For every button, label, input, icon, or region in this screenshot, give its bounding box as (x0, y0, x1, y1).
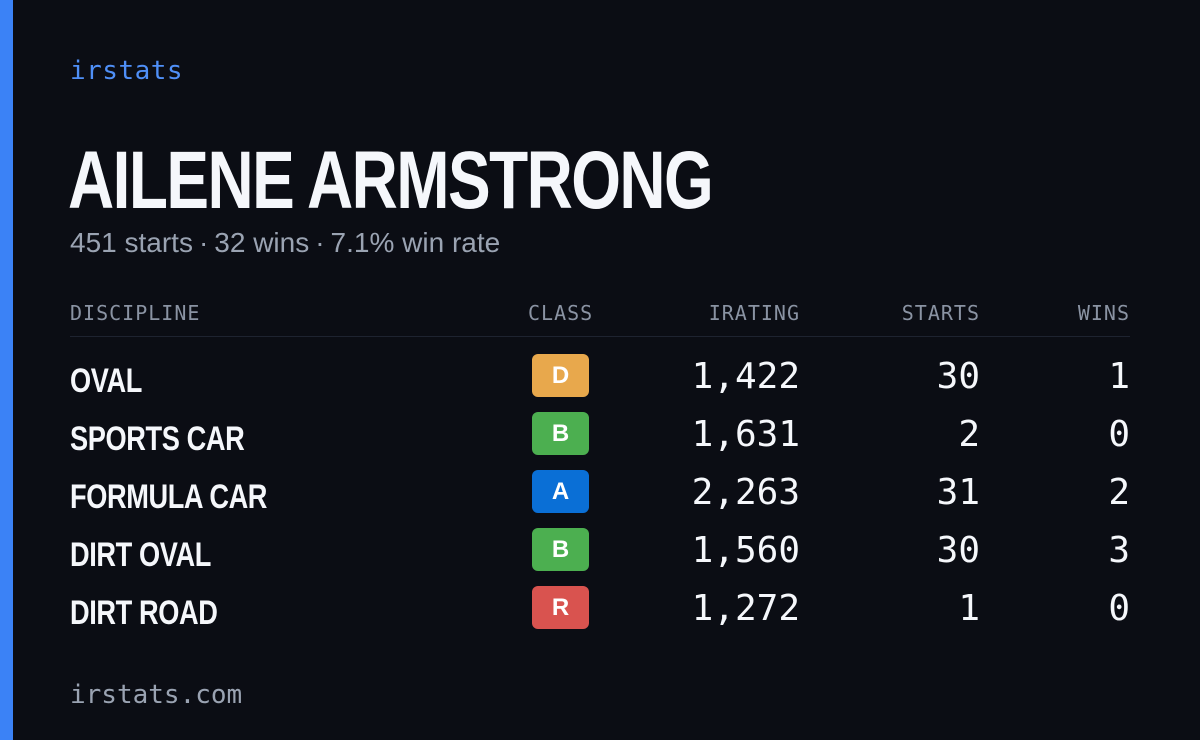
wins-value: 0 (1108, 588, 1130, 629)
discipline-name: FORMULA CAR (70, 478, 268, 516)
driver-summary: 451 starts · 32 wins · 7.1% win rate (70, 227, 500, 259)
discipline-name: OVAL (70, 362, 142, 400)
wins-value: 3 (1108, 530, 1130, 571)
discipline-name: DIRT OVAL (70, 536, 211, 574)
class-badge: D (532, 354, 589, 397)
header-class: CLASS (528, 301, 594, 325)
header-irating: IRATING (708, 301, 800, 325)
class-badge: B (532, 412, 589, 455)
starts-value: 2 (958, 414, 980, 455)
class-badge: R (532, 586, 589, 629)
discipline-name: SPORTS CAR (70, 420, 245, 458)
brand-logo-text: irstats (70, 56, 184, 86)
starts-value: 30 (936, 530, 980, 571)
wins-summary: 32 wins (214, 227, 310, 258)
driver-name: AILENE ARMSTRONG (68, 135, 714, 226)
table-row: SPORTS CAR B 1,631 2 0 (0, 412, 1200, 470)
wins-value: 1 (1108, 356, 1130, 397)
winrate-summary: 7.1% win rate (330, 227, 501, 258)
irating-value: 1,560 (691, 530, 800, 571)
accent-bar (0, 0, 13, 740)
header-wins: WINS (1077, 301, 1130, 325)
irating-value: 1,631 (691, 414, 800, 455)
class-badge: A (532, 470, 589, 513)
starts-value: 30 (936, 356, 980, 397)
table-row: FORMULA CAR A 2,263 31 2 (0, 470, 1200, 528)
class-badge: B (532, 528, 589, 571)
irating-value: 1,272 (691, 588, 800, 629)
footer-url: irstats.com (70, 680, 243, 710)
table-row: OVAL D 1,422 30 1 (0, 354, 1200, 412)
irating-value: 2,263 (691, 472, 800, 513)
discipline-name: DIRT ROAD (70, 594, 218, 632)
starts-summary: 451 starts (70, 227, 193, 258)
starts-value: 1 (958, 588, 980, 629)
header-starts: STARTS (901, 301, 980, 325)
table-row: DIRT OVAL B 1,560 30 3 (0, 528, 1200, 586)
irating-value: 1,422 (691, 356, 800, 397)
table-row: DIRT ROAD R 1,272 1 0 (0, 586, 1200, 644)
header-divider (70, 336, 1130, 337)
wins-value: 0 (1108, 414, 1130, 455)
summary-separator: · (315, 227, 325, 258)
summary-separator: · (198, 227, 209, 258)
starts-value: 31 (936, 472, 980, 513)
header-discipline: DISCIPLINE (70, 301, 201, 325)
wins-value: 2 (1108, 472, 1130, 513)
